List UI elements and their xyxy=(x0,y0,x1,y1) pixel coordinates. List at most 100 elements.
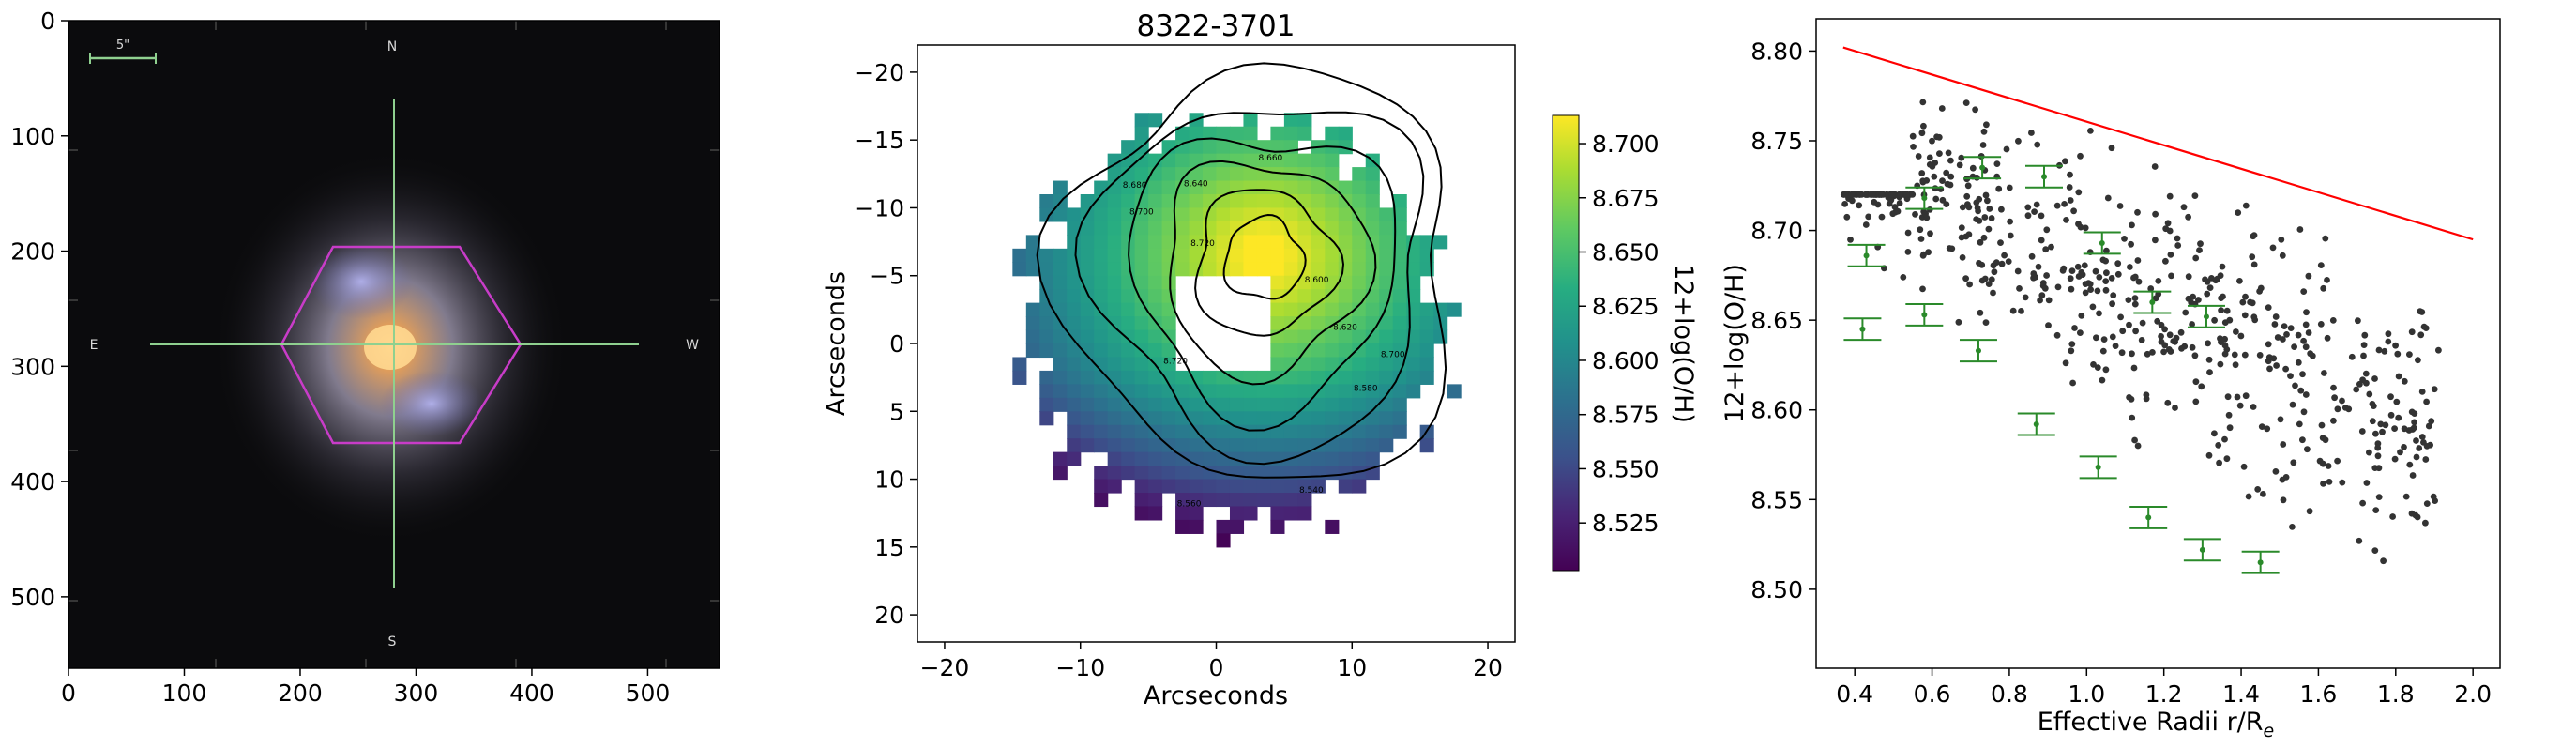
map-cell xyxy=(1175,519,1190,534)
scatter-point xyxy=(2417,331,2425,339)
scatter-point xyxy=(2391,455,2399,463)
scatter-point xyxy=(2290,459,2297,466)
contour-label: 8.700 xyxy=(1129,208,1154,218)
map-cell xyxy=(1121,316,1136,331)
scatter-point xyxy=(1965,231,1973,238)
map-cell xyxy=(1243,248,1258,263)
map-cell xyxy=(1352,302,1367,317)
contour-label: 8.640 xyxy=(1184,179,1208,189)
map-y-tick-label: −15 xyxy=(855,127,904,154)
map-cell xyxy=(1297,221,1312,236)
scatter-point xyxy=(2221,435,2228,443)
scatter-point xyxy=(2401,377,2408,385)
map-cell xyxy=(1352,275,1367,290)
map-cell xyxy=(1161,167,1176,182)
map-cell xyxy=(1094,302,1109,317)
map-cell xyxy=(1148,289,1163,304)
map-cell xyxy=(1311,153,1326,168)
scatter-point xyxy=(1962,99,1970,106)
map-cell xyxy=(1203,384,1218,399)
scatter-point xyxy=(2317,321,2325,328)
scatter-point xyxy=(2241,351,2249,359)
scatter-point xyxy=(2102,366,2110,374)
map-cell xyxy=(1094,275,1109,290)
map-cell xyxy=(1148,329,1163,344)
galaxy-image-axes: 0 100 200 300 400 500 0 100 200 300 400 500 xyxy=(10,8,720,707)
scatter-point xyxy=(2374,452,2382,460)
map-cell xyxy=(1121,167,1136,182)
scatter-point xyxy=(1947,157,1954,164)
scatter-point xyxy=(1962,275,1970,282)
scatter-point xyxy=(2250,233,2257,240)
scatter-point xyxy=(2379,428,2386,435)
map-cell xyxy=(1161,180,1176,195)
map-cell xyxy=(1216,207,1231,222)
scatter-point xyxy=(2283,331,2290,338)
map-cell xyxy=(1406,235,1421,250)
scatter-point xyxy=(2416,445,2423,451)
map-cell xyxy=(1121,289,1136,304)
colorbar-tick-label: 8.700 xyxy=(1592,130,1659,158)
scatter-point xyxy=(1904,249,1912,255)
scatter-point xyxy=(2361,331,2369,339)
scatter-point xyxy=(2418,434,2426,440)
scatter-point xyxy=(2168,272,2174,280)
map-cell xyxy=(1392,424,1407,439)
scatter-point xyxy=(2202,276,2208,283)
map-cell xyxy=(1229,493,1245,508)
scatter-point xyxy=(2395,373,2402,380)
scatter-point xyxy=(2068,285,2075,293)
map-cell xyxy=(1283,302,1298,317)
map-cell xyxy=(1338,397,1353,412)
x-tick-label: 0 xyxy=(61,679,76,707)
map-cell xyxy=(1338,438,1353,453)
scatter-point xyxy=(2043,272,2051,279)
map-cell xyxy=(1094,262,1109,277)
map-cell xyxy=(1148,451,1163,466)
scatter-point xyxy=(2348,353,2356,360)
map-cell xyxy=(1053,248,1068,263)
scatter-y-tick-label: 8.75 xyxy=(1750,128,1803,155)
scatter-point xyxy=(2423,398,2431,405)
binned-mean-point xyxy=(1975,347,1981,354)
galaxy-bulge xyxy=(364,325,417,370)
map-cell xyxy=(1161,275,1176,290)
map-cell xyxy=(1270,384,1285,399)
map-cell xyxy=(1338,235,1353,250)
scatter-point xyxy=(2226,424,2234,432)
map-y-tick-label: −5 xyxy=(870,263,904,290)
map-cell xyxy=(1365,424,1380,439)
map-cell xyxy=(1134,113,1149,128)
map-cell xyxy=(1134,357,1149,372)
scatter-point xyxy=(2191,352,2199,359)
contour-label: 8.560 xyxy=(1177,499,1202,509)
scatter-point xyxy=(2178,345,2185,352)
map-cell xyxy=(1297,370,1312,385)
scatter-point xyxy=(2320,481,2326,487)
scatter-point xyxy=(1947,173,1955,180)
map-cell xyxy=(1080,370,1095,385)
map-cell xyxy=(1012,248,1027,263)
map-cell xyxy=(1365,207,1380,222)
scatter-point xyxy=(2282,365,2290,373)
map-cell xyxy=(1175,140,1190,155)
map-cell xyxy=(1325,397,1340,412)
map-cell xyxy=(1121,262,1136,277)
map-cell xyxy=(1148,466,1163,481)
map-cell xyxy=(1392,275,1407,290)
y-tick-label: 500 xyxy=(10,584,55,611)
map-cell xyxy=(1216,370,1231,385)
map-cell xyxy=(1392,343,1407,359)
map-cell xyxy=(1447,384,1462,399)
scatter-point xyxy=(1980,128,1988,135)
map-cell xyxy=(1406,289,1421,304)
map-cell xyxy=(1365,221,1380,236)
map-cell xyxy=(1107,221,1122,236)
map-axes: −20 −10 0 10 20 −20 −15 −10 −5 0 5 10 15 20 xyxy=(855,44,1516,681)
scatter-point xyxy=(2271,321,2279,328)
scatter-point xyxy=(2295,331,2302,339)
map-cell xyxy=(1134,493,1149,508)
map-cell xyxy=(1148,438,1163,453)
map-cell xyxy=(1297,329,1312,344)
map-cell xyxy=(1107,329,1122,344)
